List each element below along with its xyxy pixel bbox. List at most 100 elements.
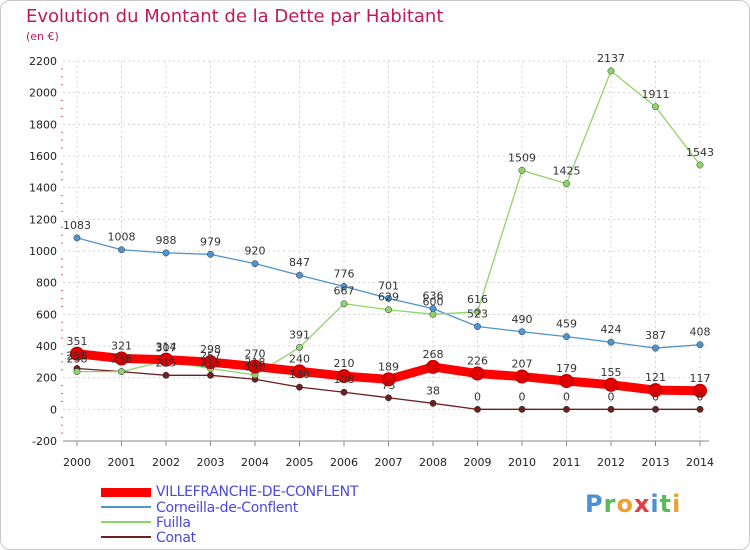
y-minor-tick xyxy=(61,337,63,339)
data-label: 190 xyxy=(245,360,266,373)
logo-letter: i xyxy=(672,490,682,518)
x-axis-ticks: 2000 2001 2002 2003 2004 2005 2006 2007 2008 2009… xyxy=(63,441,714,469)
data-label: 776 xyxy=(334,267,355,280)
x-tick-label: 2012 xyxy=(597,456,625,469)
data-point xyxy=(515,369,529,384)
data-point xyxy=(162,371,170,379)
data-label: 189 xyxy=(378,360,399,373)
y-minor-tick xyxy=(61,266,63,268)
data-point xyxy=(251,260,259,268)
data-labels: 1083 1008 988 979 920 847 776 701 636 523 490 459 42… xyxy=(63,52,714,403)
data-label: 270 xyxy=(245,348,266,361)
legend-label: Conat xyxy=(156,530,196,546)
data-label: 0 xyxy=(474,390,481,403)
data-point xyxy=(426,359,440,374)
data-point xyxy=(162,249,170,257)
data-label: 226 xyxy=(467,355,488,368)
x-tick-label: 2007 xyxy=(375,456,403,469)
y-minor-tick xyxy=(61,329,63,331)
data-label: 240 xyxy=(289,352,310,365)
data-point xyxy=(207,250,214,258)
data-point xyxy=(203,355,218,370)
y-minor-tick xyxy=(61,385,63,387)
data-point xyxy=(563,180,570,188)
x-tick-label: 2011 xyxy=(553,456,581,469)
data-label: 215 xyxy=(156,356,177,369)
data-point xyxy=(607,338,615,346)
legend-label: VILLEFRANCHE-DE-CONFLENT xyxy=(156,484,359,500)
y-minor-tick xyxy=(61,139,63,141)
data-point xyxy=(385,294,392,302)
legend-label: Fuilla xyxy=(156,515,191,531)
y-tick-label: 1400 xyxy=(29,182,57,195)
data-label: 523 xyxy=(467,308,488,321)
logo-letter: o xyxy=(616,490,634,518)
x-tick-label: 2008 xyxy=(419,456,447,469)
data-point xyxy=(696,341,704,349)
legend-item-villefranche: VILLEFRANCHE-DE-CONFLENT xyxy=(101,484,431,500)
data-label: 117 xyxy=(690,372,711,385)
data-point xyxy=(474,323,481,330)
data-point xyxy=(429,399,437,407)
data-label: 600 xyxy=(423,295,444,308)
y-tick-label: -200 xyxy=(32,435,57,448)
legend-swatch xyxy=(101,536,151,538)
series-lines xyxy=(70,67,707,413)
data-label: 1083 xyxy=(63,219,91,232)
data-label: 616 xyxy=(467,293,488,306)
y-tick-label: 200 xyxy=(36,372,57,385)
data-label: 108 xyxy=(334,373,355,386)
data-label: 215 xyxy=(200,356,221,369)
data-point xyxy=(73,368,81,376)
y-minor-tick xyxy=(61,290,63,292)
y-minor-tick xyxy=(61,393,63,394)
y-tick-label: 1000 xyxy=(29,245,57,258)
y-axis-ticks: -200 0 200 400 600 800 1000 1200 1400 1600 1800 200… xyxy=(29,55,63,448)
data-point xyxy=(470,366,485,381)
data-label: 1425 xyxy=(553,165,581,178)
x-tick-label: 2006 xyxy=(330,456,358,469)
data-point xyxy=(207,371,214,379)
y-tick-label: 1800 xyxy=(29,118,57,131)
data-label: 179 xyxy=(556,362,577,375)
logo-letter: t xyxy=(659,490,673,518)
chart-subtitle: (en €) xyxy=(26,30,59,43)
y-minor-tick xyxy=(61,84,63,86)
data-label: 257 xyxy=(200,350,221,363)
data-label: 351 xyxy=(67,335,88,348)
data-point xyxy=(337,369,351,384)
data-point xyxy=(429,310,437,318)
data-point xyxy=(563,333,570,341)
data-label: 0 xyxy=(697,390,704,403)
data-label: 2137 xyxy=(597,52,625,65)
data-label: 73 xyxy=(382,379,396,392)
data-label: 490 xyxy=(512,313,533,326)
data-point xyxy=(474,405,481,413)
data-label: 1543 xyxy=(686,146,714,159)
y-minor-tick xyxy=(61,108,63,109)
data-point xyxy=(518,166,526,174)
data-label: 258 xyxy=(67,349,88,362)
data-label: 988 xyxy=(156,234,177,247)
data-label: 0 xyxy=(563,390,570,403)
data-label: 979 xyxy=(200,235,221,248)
data-label: 298 xyxy=(200,343,221,356)
y-minor-tick xyxy=(61,321,63,323)
data-point xyxy=(696,161,704,169)
x-tick-label: 2004 xyxy=(241,456,269,469)
legend-label: Corneilla-de-Conflent xyxy=(156,500,298,516)
y-minor-tick xyxy=(61,274,63,276)
data-label: 268 xyxy=(423,348,444,361)
data-label: 321 xyxy=(111,340,132,353)
chart-title: Evolution du Montant de la Dette par Hab… xyxy=(26,6,444,27)
x-tick-label: 2014 xyxy=(686,456,714,469)
y-minor-tick xyxy=(61,298,63,299)
y-minor-tick xyxy=(61,210,63,212)
data-label: 218 xyxy=(245,356,266,369)
data-point xyxy=(118,246,125,254)
x-tick-label: 2000 xyxy=(63,456,91,469)
logo-letter: P xyxy=(585,490,604,518)
x-tick-label: 2013 xyxy=(642,456,670,469)
data-label: 667 xyxy=(334,285,355,298)
